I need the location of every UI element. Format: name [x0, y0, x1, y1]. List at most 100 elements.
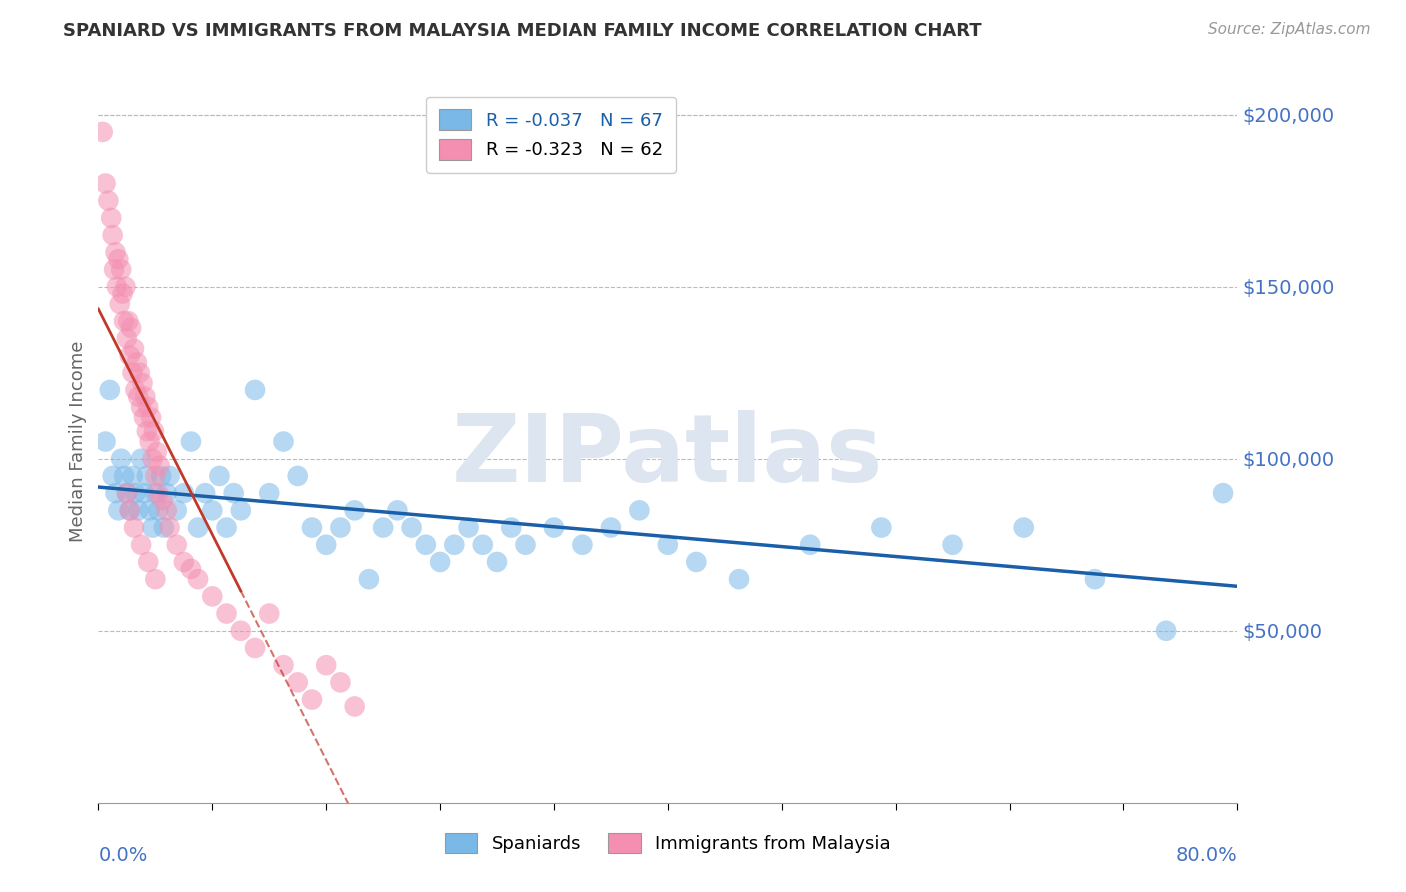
- Point: [118, 503, 141, 517]
- Point: [600, 520, 623, 534]
- Point: [132, 486, 155, 500]
- Point: [138, 503, 160, 517]
- Point: [156, 486, 179, 500]
- Point: [145, 469, 167, 483]
- Point: [159, 469, 181, 483]
- Point: [128, 366, 150, 380]
- Text: 80.0%: 80.0%: [1175, 847, 1237, 865]
- Point: [125, 355, 148, 369]
- Point: [471, 538, 494, 552]
- Point: [287, 469, 309, 483]
- Point: [136, 555, 159, 569]
- Point: [343, 699, 366, 714]
- Point: [229, 624, 252, 638]
- Point: [166, 503, 188, 517]
- Point: [127, 503, 149, 517]
- Point: [121, 366, 143, 380]
- Point: [187, 572, 209, 586]
- Point: [201, 503, 224, 517]
- Point: [486, 555, 509, 569]
- Point: [571, 538, 593, 552]
- Point: [141, 520, 163, 534]
- Point: [180, 562, 202, 576]
- Point: [429, 555, 451, 569]
- Point: [131, 376, 153, 390]
- Point: [146, 445, 169, 459]
- Point: [120, 321, 142, 335]
- Point: [273, 434, 295, 449]
- Point: [104, 245, 127, 260]
- Point: [180, 434, 202, 449]
- Point: [156, 503, 179, 517]
- Point: [124, 383, 146, 397]
- Point: [105, 279, 128, 293]
- Point: [515, 538, 537, 552]
- Point: [115, 331, 138, 345]
- Point: [315, 658, 337, 673]
- Point: [101, 228, 124, 243]
- Point: [166, 538, 188, 552]
- Point: [117, 314, 139, 328]
- Text: Source: ZipAtlas.com: Source: ZipAtlas.com: [1208, 22, 1371, 37]
- Point: [122, 342, 145, 356]
- Point: [799, 538, 821, 552]
- Point: [357, 572, 380, 586]
- Point: [457, 520, 479, 534]
- Point: [401, 520, 423, 534]
- Point: [415, 538, 437, 552]
- Point: [122, 520, 145, 534]
- Point: [129, 538, 152, 552]
- Point: [685, 555, 707, 569]
- Point: [112, 314, 135, 328]
- Point: [112, 469, 135, 483]
- Point: [148, 486, 170, 500]
- Point: [138, 434, 160, 449]
- Point: [132, 410, 155, 425]
- Point: [942, 538, 965, 552]
- Point: [94, 177, 117, 191]
- Point: [315, 538, 337, 552]
- Point: [91, 125, 114, 139]
- Point: [101, 469, 124, 483]
- Point: [1012, 520, 1035, 534]
- Point: [98, 383, 121, 397]
- Point: [94, 434, 117, 449]
- Point: [124, 486, 146, 500]
- Point: [135, 424, 157, 438]
- Point: [194, 486, 217, 500]
- Point: [273, 658, 295, 673]
- Point: [329, 675, 352, 690]
- Point: [870, 520, 893, 534]
- Point: [1212, 486, 1234, 500]
- Point: [111, 286, 134, 301]
- Point: [1154, 624, 1177, 638]
- Point: [208, 469, 231, 483]
- Point: [134, 390, 156, 404]
- Point: [108, 297, 131, 311]
- Point: [201, 590, 224, 604]
- Point: [173, 486, 195, 500]
- Point: [501, 520, 523, 534]
- Point: [141, 451, 163, 466]
- Point: [110, 451, 132, 466]
- Point: [115, 486, 138, 500]
- Point: [110, 262, 132, 277]
- Point: [301, 520, 323, 534]
- Point: [97, 194, 120, 208]
- Point: [129, 400, 152, 414]
- Point: [301, 692, 323, 706]
- Point: [159, 520, 181, 534]
- Point: [259, 486, 281, 500]
- Point: [173, 555, 195, 569]
- Point: [145, 572, 167, 586]
- Point: [121, 469, 143, 483]
- Point: [100, 211, 122, 225]
- Point: [153, 520, 176, 534]
- Point: [103, 262, 125, 277]
- Text: 0.0%: 0.0%: [98, 847, 148, 865]
- Point: [215, 520, 238, 534]
- Point: [152, 493, 174, 508]
- Point: [343, 503, 366, 517]
- Point: [243, 640, 266, 655]
- Point: [287, 675, 309, 690]
